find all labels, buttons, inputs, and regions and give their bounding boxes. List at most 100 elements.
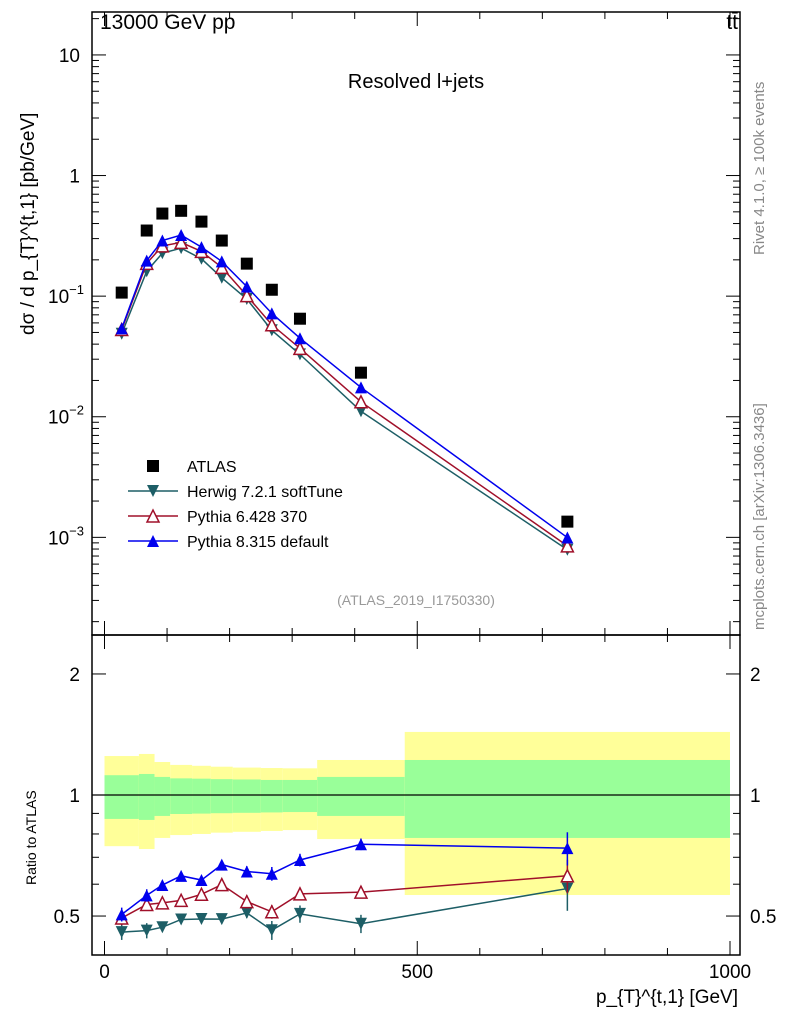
ratio-point — [354, 917, 367, 930]
data-point — [156, 234, 169, 247]
x-tick-label: 0 — [99, 962, 110, 983]
ratio-point — [293, 907, 306, 920]
y-tick-label: 1 — [69, 167, 80, 188]
data-point — [115, 322, 128, 335]
uncertainty-band-stat — [282, 779, 318, 813]
ratio-point — [354, 838, 367, 851]
uncertainty-band-stat — [154, 776, 171, 816]
uncertainty-band-stat — [317, 776, 405, 816]
ratio-point — [215, 913, 228, 926]
data-point — [293, 312, 306, 325]
analysis-label: (ATLAS_2019_I1750330) — [337, 592, 495, 608]
data-point — [215, 255, 228, 268]
ratio-point — [353, 884, 369, 899]
data-point — [140, 224, 153, 237]
ratio-point — [561, 842, 574, 855]
chart-marks — [114, 204, 575, 940]
uncertainty-band-stat — [232, 779, 261, 813]
x-axis-label: p_{T}^{t,1} [GeV] — [596, 987, 738, 1008]
ratio-point — [140, 924, 153, 937]
data-point — [354, 366, 367, 379]
uncertainty-band-stat — [192, 778, 211, 814]
y-tick-label: 10−1 — [48, 282, 84, 308]
ratio-point — [173, 892, 189, 908]
data-point — [195, 215, 208, 228]
ratio-point — [239, 893, 255, 909]
data-point — [175, 229, 188, 242]
x-tick-label: 500 — [401, 962, 433, 983]
y-tick-label: 10 — [59, 46, 80, 67]
ratio-point — [195, 913, 208, 926]
data-point — [215, 234, 228, 247]
ratio-point — [115, 926, 128, 939]
data-point — [561, 531, 574, 544]
data-point — [175, 204, 188, 217]
legend-marker — [147, 460, 159, 472]
series-atlas — [115, 204, 574, 528]
data-point — [353, 394, 369, 409]
ratio-point — [265, 867, 278, 880]
ratio-point — [195, 874, 208, 887]
ratio-axis-label: Ratio to ATLAS — [23, 790, 39, 885]
data-point — [560, 538, 575, 553]
legend-label: Pythia 6.428 370 — [187, 509, 307, 526]
data-point — [195, 241, 208, 254]
chart-title: Resolved l+jets — [348, 71, 484, 93]
data-point — [265, 307, 278, 320]
ratio-frame — [91, 634, 741, 956]
y-axis-label: dσ / d p_{T}^{t,1} [pb/GeV] — [18, 113, 39, 335]
legend-label: Herwig 7.2.1 softTune — [187, 484, 343, 501]
data-point — [561, 515, 574, 528]
legend: ATLAS Herwig 7.2.1 softTune Pythia 6.428 3… — [128, 459, 343, 551]
series-pythia-8-315-default — [115, 229, 574, 922]
ratio-y-tick-label: 0.5 — [54, 907, 80, 928]
ratio-point — [215, 858, 228, 871]
data-point — [293, 332, 306, 345]
data-point — [214, 259, 230, 275]
legend-label: Pythia 8.315 default — [187, 534, 329, 551]
ratio-point — [240, 906, 253, 919]
ratio-point — [240, 865, 253, 878]
data-point — [115, 286, 128, 299]
ratio-point — [293, 853, 306, 866]
ratio-point — [156, 879, 169, 892]
ratio-y-tick-label-right: 0.5 — [750, 907, 776, 928]
data-point — [240, 257, 253, 270]
rivet-label: Rivet 4.1.0, ≥ 100k events — [751, 82, 768, 255]
data-point — [240, 280, 253, 293]
uncertainty-band-stat — [210, 779, 233, 814]
legend-marker — [147, 535, 159, 547]
data-point — [215, 271, 228, 284]
legend-marker — [145, 508, 161, 523]
ratio-point — [115, 908, 128, 921]
y-tick-label: 10−3 — [48, 523, 84, 549]
data-point — [173, 234, 189, 250]
ratio-point — [155, 895, 170, 910]
uncertainty-band-stat — [104, 775, 139, 819]
ratio-y-tick-label-right: 2 — [750, 665, 761, 686]
ratio-bands — [92, 731, 740, 896]
data-point — [239, 287, 255, 303]
mcplots-label: mcplots.cern.ch [arXiv:1306.3436] — [751, 403, 768, 630]
uncertainty-band-stat — [138, 773, 155, 820]
ratio-point — [214, 876, 230, 892]
ratio-point — [175, 913, 188, 926]
ratio-line — [121, 887, 568, 933]
ratio-point — [156, 921, 169, 934]
ratio-point — [194, 886, 209, 902]
ratio-point — [264, 904, 280, 919]
ratio-point — [292, 886, 308, 901]
y-tick-label: 10−2 — [48, 403, 84, 429]
data-point — [156, 207, 169, 220]
x-tick-label: 1000 — [709, 962, 751, 983]
ratio-point — [139, 896, 154, 912]
energy-label: 13000 GeV pp — [100, 11, 235, 34]
series-line — [121, 247, 568, 551]
data-point — [264, 317, 280, 332]
uncertainty-band-stat — [260, 779, 283, 813]
ratio-point — [140, 889, 153, 902]
uncertainty-band-stat — [170, 778, 193, 814]
ratio-y-tick-label-right: 1 — [750, 786, 761, 807]
process-label: tt̄ — [726, 11, 738, 34]
uncertainty-band-stat — [404, 759, 730, 838]
